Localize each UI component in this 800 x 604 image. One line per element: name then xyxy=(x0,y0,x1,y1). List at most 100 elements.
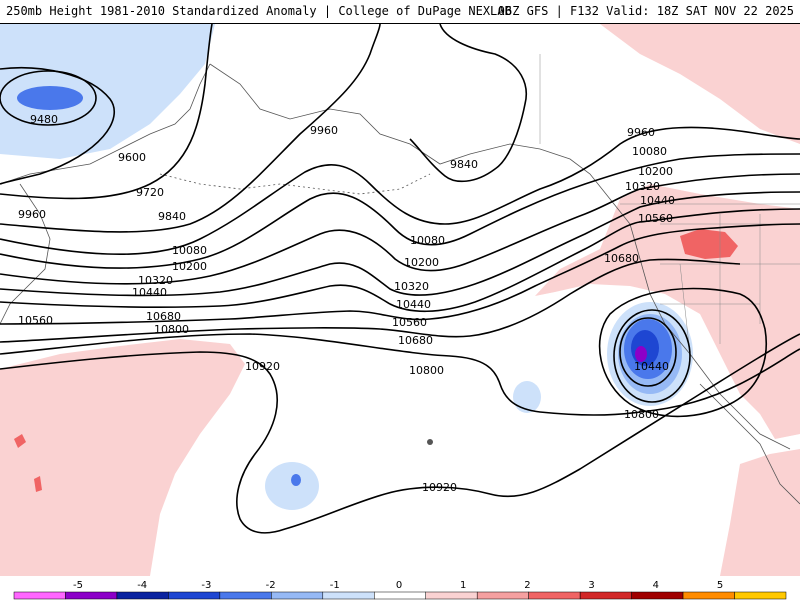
contour-9480 xyxy=(0,70,97,126)
contour-10440 xyxy=(0,208,800,313)
contour-label: 10920 xyxy=(422,481,457,494)
legend-tick-label: -4 xyxy=(137,580,147,591)
legend-swatch xyxy=(425,591,478,600)
legend-swatch xyxy=(476,591,529,600)
neg-anomaly-nw-core xyxy=(17,86,83,110)
contour-label: 10080 xyxy=(632,145,667,158)
anomaly-legend: -5 -4 -3 -2 -1 0 1 2 3 4 5 xyxy=(0,576,800,600)
legend-swatches xyxy=(13,591,787,600)
contour-9720 xyxy=(0,23,213,200)
contour-10680-low xyxy=(598,287,767,418)
legend-tick-label: 3 xyxy=(588,580,594,591)
contour-9840-west xyxy=(0,23,381,233)
map-header: 250mb Height 1981-2010 Standardized Anom… xyxy=(0,0,800,24)
contour-label: 9600 xyxy=(118,151,146,164)
contour-label: 10440 xyxy=(396,298,431,311)
legend-ticks: -5 -4 -3 -2 -1 0 1 2 3 4 5 xyxy=(73,580,723,591)
neg-anomaly-center xyxy=(513,381,541,413)
pos-anomaly-sw-spot2 xyxy=(34,476,42,492)
legend-tick-label: 4 xyxy=(653,580,659,591)
legend-tick-label: -3 xyxy=(201,580,211,591)
legend-swatch xyxy=(631,591,684,600)
cutoff-low-anomaly-extreme xyxy=(635,346,647,362)
pos-anomaly-sw xyxy=(0,339,245,576)
contour-label: 9960 xyxy=(627,126,655,139)
contour-label: 10680 xyxy=(398,334,433,347)
contour-label: 10800 xyxy=(154,323,189,336)
model-run-info: 06Z GFS | F132 Valid: 18Z SAT NOV 22 202… xyxy=(497,4,794,18)
contour-label: 10200 xyxy=(172,260,207,273)
legend-tick-label: -5 xyxy=(73,580,83,591)
contour-label: 9840 xyxy=(158,210,186,223)
legend-swatch xyxy=(322,591,375,600)
height-contours xyxy=(0,23,800,534)
legend-tick-label: -2 xyxy=(266,580,276,591)
contour-label: 10080 xyxy=(410,234,445,247)
contour-9960 xyxy=(0,126,800,255)
contour-label: 9840 xyxy=(450,158,478,171)
contour-label: 10560 xyxy=(18,314,53,327)
contour-10560-low xyxy=(613,309,691,403)
legend-bar: -5 -4 -3 -2 -1 0 1 2 3 4 5 xyxy=(13,580,787,600)
pos-anomaly-westcoast-core xyxy=(680,229,738,259)
contour-label: 10680 xyxy=(604,252,639,265)
coastline-mexico xyxy=(699,383,800,505)
contour-labels: 9480 9600 9720 9840 9840 9960 9960 9960 … xyxy=(18,113,675,494)
coastline-kamchatka xyxy=(0,183,51,325)
legend-tick-label: 0 xyxy=(396,580,402,591)
legend-tick-label: 1 xyxy=(460,580,466,591)
legend-swatch xyxy=(13,591,66,600)
contour-10800 xyxy=(0,333,800,416)
contour-label: 10320 xyxy=(138,274,173,287)
contour-10440-low xyxy=(619,317,677,387)
pos-anomaly-ne xyxy=(600,24,800,144)
contour-label: 10080 xyxy=(172,244,207,257)
legend-swatch xyxy=(734,591,787,600)
contour-label: 10920 xyxy=(245,360,280,373)
pos-anomaly-se xyxy=(720,449,800,576)
coastline-alaska xyxy=(209,63,791,450)
contour-10680 xyxy=(0,258,741,343)
neg-anomaly-south-core xyxy=(291,474,301,486)
contour-label: 10560 xyxy=(638,212,673,225)
contour-label: 9960 xyxy=(18,208,46,221)
neg-anomaly-south xyxy=(265,462,319,510)
contour-label: 10440 xyxy=(634,360,669,373)
contour-10560 xyxy=(0,223,800,325)
legend-swatch xyxy=(271,591,324,600)
map-area: 9480 9600 9720 9840 9840 9960 9960 9960 … xyxy=(0,23,800,576)
contour-9840-east xyxy=(409,23,527,183)
contour-label: 9960 xyxy=(310,124,338,137)
contour-label: 10440 xyxy=(132,286,167,299)
contour-label: 10800 xyxy=(624,408,659,421)
contour-10920-west xyxy=(0,333,800,534)
contour-label: 10320 xyxy=(394,280,429,293)
contour-label: 10440 xyxy=(640,194,675,207)
pos-anomaly-sw-spot1 xyxy=(14,434,26,448)
legend-swatch xyxy=(219,591,272,600)
legend-swatch xyxy=(65,591,118,600)
contour-label: 10800 xyxy=(409,364,444,377)
map-title: 250mb Height 1981-2010 Standardized Anom… xyxy=(6,4,512,18)
contour-label: 10680 xyxy=(146,310,181,323)
legend-swatch xyxy=(528,591,581,600)
legend-tick-label: -1 xyxy=(330,580,340,591)
contour-label: 10560 xyxy=(392,316,427,329)
coastline-aleutians xyxy=(159,173,431,195)
hawaii-islands xyxy=(427,439,433,445)
contour-label: 10200 xyxy=(638,165,673,178)
contour-10200 xyxy=(0,173,800,285)
contour-label: 10200 xyxy=(404,256,439,269)
contour-10080 xyxy=(0,153,800,269)
anomaly-map: 9480 9600 9720 9840 9840 9960 9960 9960 … xyxy=(0,23,800,576)
legend-swatch xyxy=(374,591,426,600)
contour-10320 xyxy=(0,191,800,297)
legend-tick-label: 2 xyxy=(524,580,530,591)
legend-swatch xyxy=(579,591,632,600)
contour-label: 10320 xyxy=(625,180,660,193)
legend-swatch xyxy=(116,591,169,600)
legend-swatch xyxy=(168,591,221,600)
contour-9600 xyxy=(0,66,115,185)
contour-label: 9480 xyxy=(30,113,58,126)
legend-tick-label: 5 xyxy=(717,580,723,591)
